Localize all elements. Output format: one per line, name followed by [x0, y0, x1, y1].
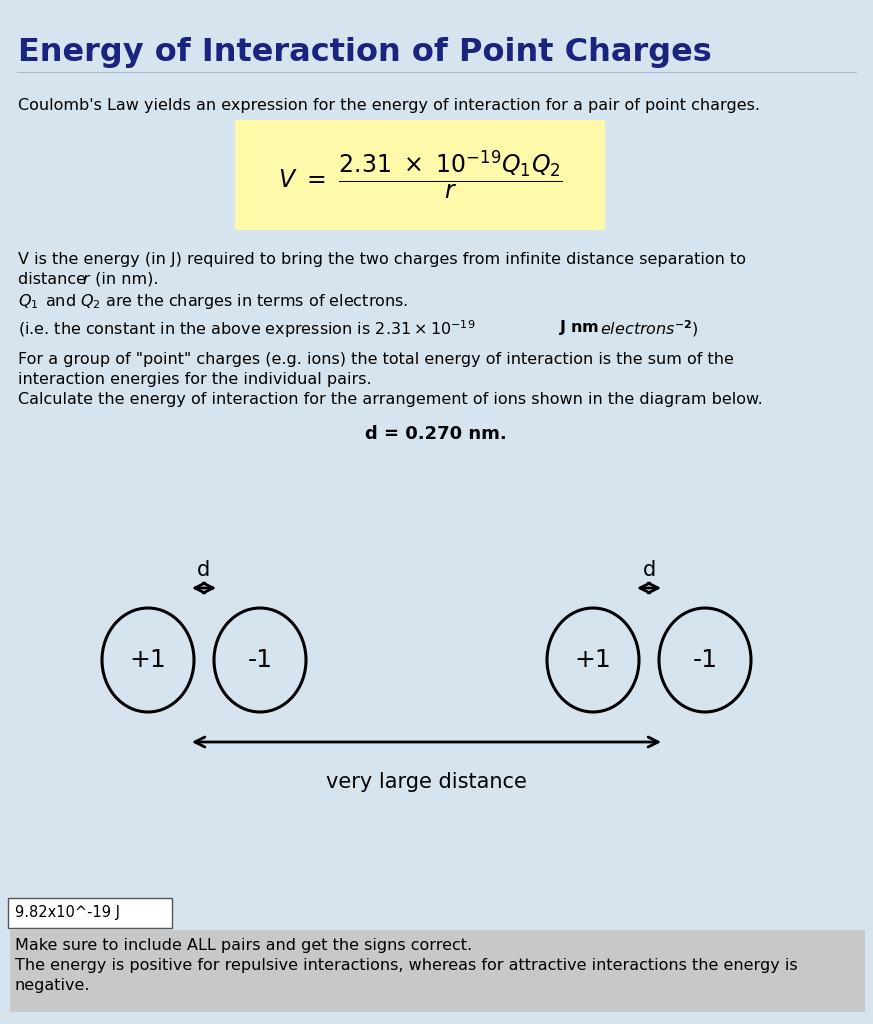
Text: (i.e. the constant in the above expression is $2.31\times10^{-19}$: (i.e. the constant in the above expressi…	[18, 318, 476, 340]
Text: distance: distance	[18, 272, 91, 287]
Text: For a group of "point" charges (e.g. ions) the total energy of interaction is th: For a group of "point" charges (e.g. ion…	[18, 352, 734, 367]
Text: (in nm).: (in nm).	[90, 272, 159, 287]
Text: $\bf{\it{electrons}}^{-2}$): $\bf{\it{electrons}}^{-2}$)	[595, 318, 698, 339]
FancyBboxPatch shape	[235, 120, 605, 230]
Text: d: d	[197, 560, 210, 580]
Text: Coulomb's Law yields an expression for the energy of interaction for a pair of p: Coulomb's Law yields an expression for t…	[18, 98, 760, 113]
Text: 9.82x10^-19 J: 9.82x10^-19 J	[15, 905, 120, 921]
Text: and $Q_2$ are the charges in terms of electrons.: and $Q_2$ are the charges in terms of el…	[40, 292, 409, 311]
Text: d = 0.270 nm.: d = 0.270 nm.	[365, 425, 507, 443]
Text: r: r	[82, 272, 89, 287]
Text: $\bf{J\ nm}$: $\bf{J\ nm}$	[554, 318, 599, 337]
Text: The energy is positive for repulsive interactions, whereas for attractive intera: The energy is positive for repulsive int…	[15, 958, 798, 973]
Text: Calculate the energy of interaction for the arrangement of ions shown in the dia: Calculate the energy of interaction for …	[18, 392, 763, 407]
Text: -1: -1	[248, 648, 272, 672]
Text: V is the energy (in J) required to bring the two charges from infinite distance : V is the energy (in J) required to bring…	[18, 252, 746, 267]
Text: $Q_1$: $Q_1$	[18, 292, 38, 310]
Text: Energy of Interaction of Point Charges: Energy of Interaction of Point Charges	[18, 37, 711, 68]
Text: Make sure to include ALL pairs and get the signs correct.: Make sure to include ALL pairs and get t…	[15, 938, 472, 953]
Text: +1: +1	[574, 648, 611, 672]
Text: negative.: negative.	[15, 978, 91, 993]
Text: interaction energies for the individual pairs.: interaction energies for the individual …	[18, 372, 372, 387]
Text: very large distance: very large distance	[326, 772, 527, 792]
Text: +1: +1	[129, 648, 167, 672]
Text: -1: -1	[692, 648, 718, 672]
Text: d: d	[643, 560, 656, 580]
FancyBboxPatch shape	[8, 898, 172, 928]
Text: $V\ =\ \dfrac{2.31\ \times\ 10^{-19}Q_1Q_2}{r}$: $V\ =\ \dfrac{2.31\ \times\ 10^{-19}Q_1Q…	[278, 148, 562, 202]
FancyBboxPatch shape	[10, 930, 865, 1012]
